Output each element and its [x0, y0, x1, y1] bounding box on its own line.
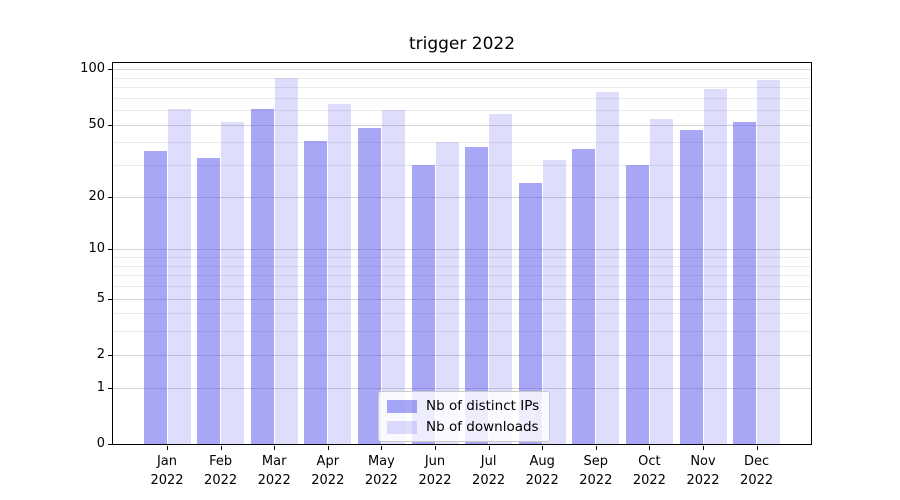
- x-tick-mark: [595, 446, 597, 450]
- legend-swatch-downloads: [387, 420, 417, 434]
- bar-feb-distinct-ips: [197, 157, 221, 444]
- bar-feb-downloads: [221, 121, 245, 444]
- major-gridline: [113, 69, 811, 71]
- bar-mar-downloads: [274, 77, 298, 444]
- bar-jun-distinct-ips: [411, 165, 435, 444]
- legend-swatch-distinct-ips: [387, 399, 417, 413]
- y-tick-mark: [108, 69, 112, 71]
- bar-nov-downloads: [703, 89, 727, 444]
- y-tick-mark: [108, 298, 112, 300]
- major-gridline: [113, 387, 811, 389]
- bar-sep-distinct-ips: [572, 148, 596, 444]
- x-tick-label-apr: Apr 2022: [311, 454, 345, 488]
- chart-title: trigger 2022: [408, 34, 516, 54]
- x-tick-mark: [220, 446, 222, 450]
- minor-gridline: [113, 257, 811, 258]
- y-tick-label: 0: [96, 436, 105, 451]
- minor-gridline: [113, 286, 811, 287]
- x-tick-mark: [488, 446, 490, 450]
- bar-aug-downloads: [542, 160, 566, 444]
- x-tick-label-nov: Nov 2022: [686, 454, 720, 488]
- y-tick-label: 5: [96, 290, 105, 306]
- y-tick-label: 10: [88, 241, 105, 257]
- bar-nov-distinct-ips: [679, 129, 703, 444]
- bar-oct-distinct-ips: [625, 165, 649, 444]
- bar-oct-downloads: [649, 118, 673, 444]
- x-tick-label-sep: Sep 2022: [579, 454, 613, 488]
- major-gridline: [113, 249, 811, 251]
- major-gridline: [113, 354, 811, 356]
- legend-item-downloads: Nb of downloads: [387, 419, 539, 435]
- y-tick-mark: [108, 124, 112, 126]
- x-tick-label-oct: Oct 2022: [632, 454, 666, 488]
- y-tick-mark: [108, 196, 112, 198]
- bar-jan-downloads: [167, 108, 191, 444]
- minor-gridline: [113, 331, 811, 333]
- x-tick-label-dec: Dec 2022: [740, 454, 774, 488]
- x-tick-mark: [756, 446, 758, 450]
- bar-jul-downloads: [489, 114, 513, 444]
- minor-gridline: [113, 97, 811, 99]
- x-tick-mark: [703, 446, 704, 450]
- plot-area: [112, 62, 812, 445]
- bar-mar-distinct-ips: [250, 108, 274, 444]
- legend-label-distinct-ips: Nb of distinct IPs: [426, 398, 540, 414]
- x-tick-mark: [274, 446, 276, 450]
- minor-gridline: [113, 142, 811, 144]
- y-tick-mark: [108, 387, 112, 389]
- bar-jan-distinct-ips: [143, 150, 167, 444]
- bar-dec-downloads: [757, 79, 781, 444]
- y-tick-label: 20: [88, 188, 105, 204]
- x-tick-mark: [649, 446, 651, 450]
- minor-gridline: [113, 275, 811, 277]
- major-gridline: [113, 196, 811, 198]
- bar-apr-distinct-ips: [304, 140, 328, 444]
- x-tick-mark: [435, 446, 436, 450]
- legend-label-downloads: Nb of downloads: [426, 419, 539, 435]
- minor-gridline: [113, 265, 811, 267]
- bar-dec-distinct-ips: [733, 121, 757, 444]
- y-tick-label: 100: [80, 61, 105, 77]
- bar-jul-distinct-ips: [465, 146, 489, 444]
- minor-gridline: [113, 87, 811, 89]
- legend: Nb of distinct IPs Nb of downloads: [378, 391, 551, 442]
- bar-aug-distinct-ips: [518, 182, 542, 444]
- bar-jun-downloads: [435, 142, 459, 444]
- minor-gridline: [113, 110, 811, 112]
- y-tick-mark: [108, 249, 112, 251]
- y-tick-label: 2: [96, 346, 105, 362]
- major-gridline: [113, 124, 811, 126]
- x-tick-label-feb: Feb 2022: [204, 454, 238, 488]
- minor-gridline: [113, 77, 811, 79]
- bar-may-downloads: [381, 110, 405, 444]
- x-tick-label-jun: Jun 2022: [418, 454, 452, 488]
- x-tick-mark: [542, 446, 544, 450]
- x-tick-label-mar: Mar 2022: [257, 454, 291, 488]
- x-tick-label-may: May 2022: [364, 454, 398, 488]
- x-tick-mark: [167, 446, 168, 450]
- legend-item-distinct-ips: Nb of distinct IPs: [387, 398, 539, 414]
- y-tick-label: 1: [96, 379, 105, 395]
- y-tick-label: 50: [88, 116, 105, 132]
- minor-gridline: [113, 165, 811, 167]
- x-tick-mark: [381, 446, 383, 450]
- y-tick-mark: [108, 354, 112, 356]
- x-tick-label-aug: Aug 2022: [525, 454, 559, 488]
- minor-gridline: [113, 313, 811, 315]
- major-gridline: [113, 298, 811, 300]
- x-tick-label-jan: Jan 2022: [150, 454, 184, 488]
- bar-sep-downloads: [596, 92, 620, 444]
- bar-apr-downloads: [328, 103, 352, 444]
- y-tick-mark: [108, 444, 112, 445]
- bar-may-distinct-ips: [357, 127, 381, 444]
- x-tick-label-jul: Jul 2022: [472, 454, 506, 488]
- x-tick-mark: [327, 446, 329, 450]
